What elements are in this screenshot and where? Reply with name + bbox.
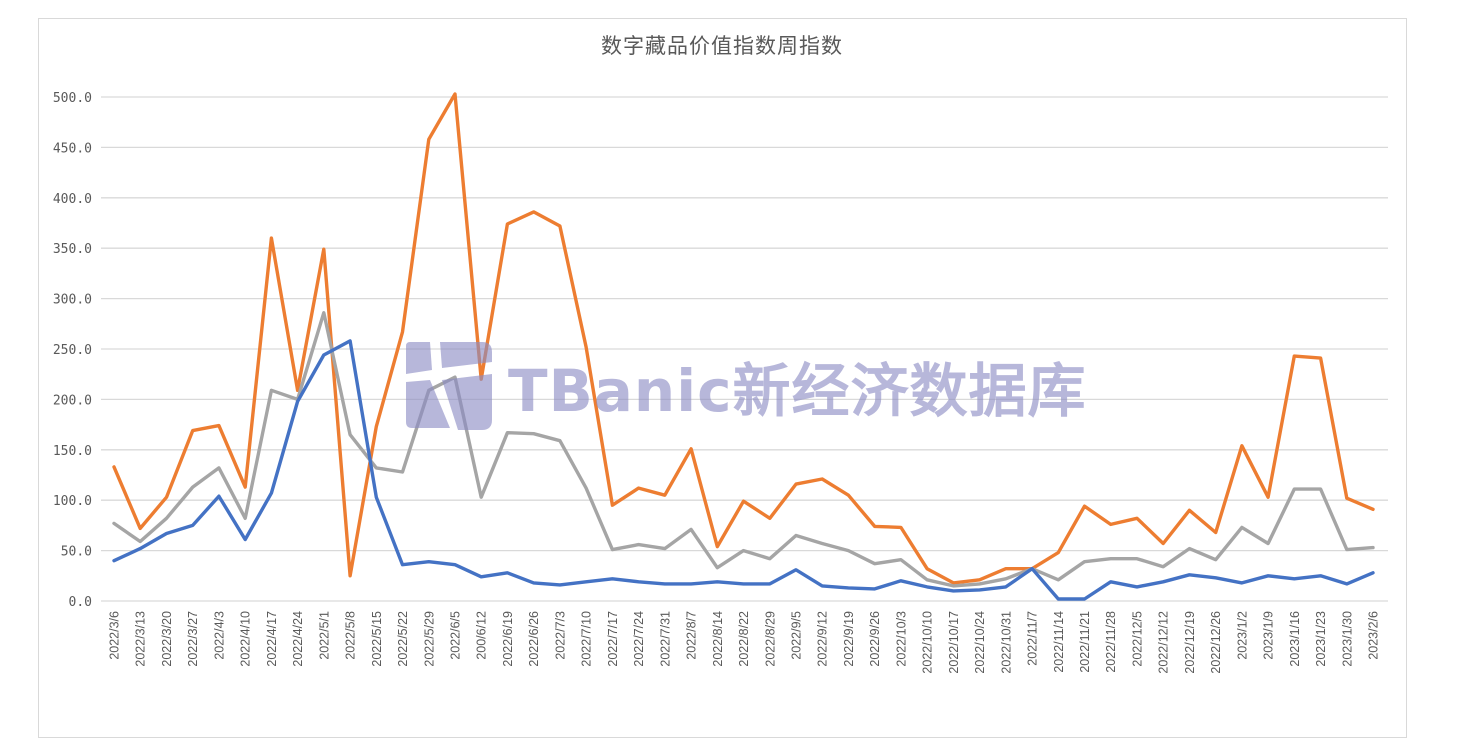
series-orange-line [112,92,1375,585]
y-tick-label: 300.0 [53,293,92,308]
x-tick-label: 2022/6/19 [501,611,515,667]
x-tick-label: 2022/4/24 [291,611,305,667]
x-tick-label: 2022/10/10 [921,611,935,674]
x-tick-label: 2022/11/28 [1104,611,1118,673]
x-tick-label: 2022/8/7 [685,611,699,660]
x-tick-label: 2023/1/23 [1314,611,1328,667]
x-tick-label: 2022/7/31 [658,611,672,667]
x-tick-label: 2022/5/15 [370,611,384,667]
x-tick-label: 2022/12/26 [1209,611,1223,674]
y-tick-label: 50.0 [61,545,92,560]
y-tick-label: 100.0 [53,494,92,509]
x-tick-label: 2022/9/5 [789,611,803,660]
chart-frame [38,18,1407,738]
x-tick-label: 2022/9/26 [868,611,882,667]
x-tick-label: 2022/6/5 [448,611,462,660]
y-tick-label: 200.0 [53,393,92,408]
x-tick-label: 2022/10/24 [973,611,987,674]
data-series [112,92,1375,601]
x-tick-label: 2022/7/3 [553,611,567,660]
x-tick-label: 2022/5/29 [422,611,436,667]
x-tick-label: 2023/2/6 [1367,611,1381,660]
y-tick-label: 350.0 [53,242,92,257]
x-tick-label: 2022/12/12 [1157,611,1171,674]
x-tick-label: 2022/5/22 [396,611,410,667]
y-axis-labels: 0.0 50.0 100.0 150.0 200.0 250.0 300.0 350.0 400… [53,91,92,610]
x-tick-label: 2022/11/7 [1026,611,1040,666]
x-tick-label: 2022/3/20 [160,611,174,667]
x-tick-label: 2023/1/9 [1262,611,1276,660]
x-tick-label: 2022/7/10 [580,611,594,667]
x-tick-label: 2022/4/3 [212,611,226,660]
gridlines [101,96,1388,602]
x-tick-label: 2022/3/6 [108,611,122,660]
x-tick-label: 2022/10/31 [999,611,1013,674]
x-tick-label: 2022/6/26 [527,611,541,667]
x-tick-label: 2022/4/10 [239,611,253,667]
x-tick-label: 2022/10/3 [894,611,908,667]
x-tick-label: 2022/8/22 [737,611,751,667]
x-tick-label: 2022/3/13 [134,611,148,667]
x-axis-labels: 2022/3/6 2022/3/13 2022/3/20 2022/3/27 2022/… [108,611,1381,674]
series-blue-line [112,339,1375,601]
y-tick-label: 400.0 [53,192,92,207]
x-tick-label: 2022/12/19 [1183,611,1197,674]
y-tick-label: 250.0 [53,343,92,358]
x-tick-label: 2022/7/17 [606,611,620,667]
x-tick-label: 2022/10/17 [947,611,961,674]
x-tick-label: 2022/5/1 [317,611,331,660]
x-tick-label: 2022/11/14 [1052,611,1066,673]
chart-title: 数字藏品价值指数周指数 [601,34,843,58]
x-tick-label: 2022/9/19 [842,611,856,667]
x-tick-label: 2022/11/21 [1078,611,1092,673]
y-tick-label: 150.0 [53,444,92,459]
x-tick-label: 200/6/12 [475,611,489,660]
x-tick-label: 2022/5/8 [344,611,358,660]
line-chart-plot-area: 0.0 50.0 100.0 150.0 200.0 250.0 300.0 350.0 400… [53,91,1388,674]
x-tick-label: 2023/1/30 [1340,611,1354,667]
x-tick-label: 2023/1/2 [1235,611,1249,660]
x-tick-label: 2022/3/27 [186,611,200,667]
x-tick-label: 2022/12/5 [1130,611,1144,667]
x-tick-label: 2022/8/14 [711,611,725,667]
y-tick-label: 450.0 [53,141,92,156]
y-tick-label: 500.0 [53,91,92,106]
x-tick-label: 2022/8/29 [763,611,777,667]
x-tick-label: 2022/9/12 [816,611,830,667]
x-tick-label: 2022/7/24 [632,611,646,667]
x-tick-label: 2023/1/16 [1288,611,1302,667]
y-tick-label: 0.0 [69,595,92,610]
x-tick-label: 2022/4/17 [265,611,279,667]
series-gray-line [112,311,1375,588]
